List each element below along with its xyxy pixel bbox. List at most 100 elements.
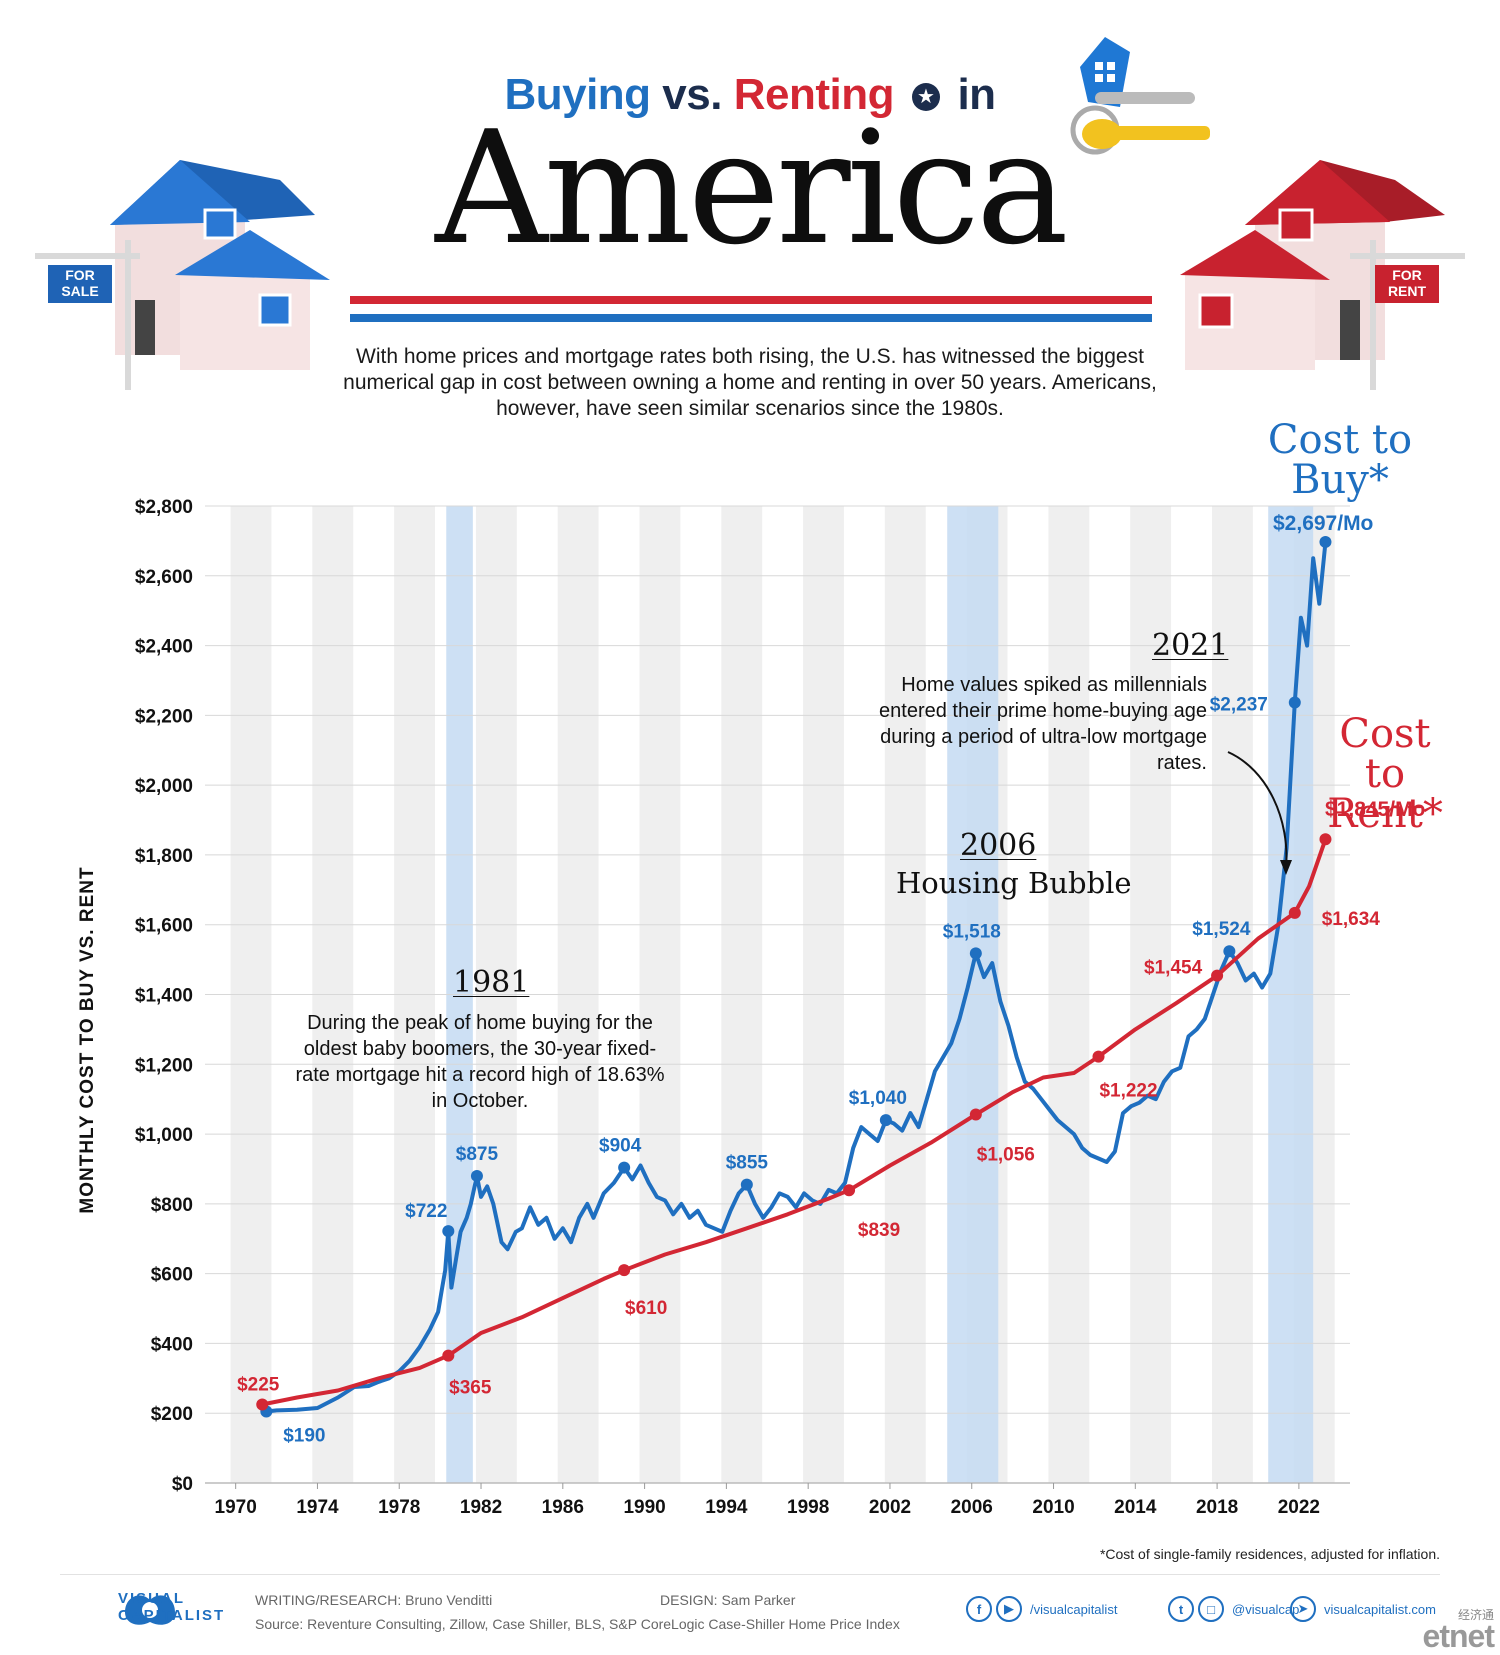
y-tick-label: $2,800 <box>135 497 193 518</box>
annotation-1981-text: During the peak of home buying for the o… <box>295 1012 665 1112</box>
data-point <box>969 947 982 960</box>
y-tick-label: $0 <box>172 1474 193 1495</box>
y-tick-label: $600 <box>151 1265 193 1286</box>
x-tick-label: 1994 <box>705 1497 748 1518</box>
social-twitter-instagram[interactable]: t □ @visualcap <box>1168 1595 1299 1623</box>
cursor-icon[interactable]: ➤ <box>1290 1596 1316 1622</box>
data-point <box>740 1178 753 1191</box>
data-label: $722 <box>405 1201 447 1222</box>
watermark-cn: 经济通 <box>1457 1608 1494 1622</box>
data-label: $1,056 <box>977 1145 1035 1166</box>
data-point <box>256 1398 269 1411</box>
data-point <box>470 1169 483 1182</box>
data-point <box>442 1225 455 1238</box>
data-label: $365 <box>449 1378 492 1399</box>
series-title-rent: Cost to Rent* <box>1327 711 1443 837</box>
website-text[interactable]: visualcapitalist.com <box>1324 1601 1436 1617</box>
footer-divider <box>60 1574 1440 1575</box>
y-tick-label: $400 <box>151 1334 193 1355</box>
data-point <box>1288 696 1301 709</box>
y-tick-label: $1,000 <box>135 1125 193 1146</box>
annotation-2006-text: Housing Bubble <box>896 866 1132 900</box>
title-america: America <box>435 97 1069 279</box>
series-title-buy: Cost to Buy* <box>1267 417 1413 503</box>
watermark-etnet: etnet <box>1422 1618 1495 1654</box>
intro-text: With home prices and mortgage rates both… <box>343 345 1157 420</box>
facebook-icon[interactable]: f <box>966 1596 992 1622</box>
logo-text: VISUAL CAPITALIST <box>118 1590 225 1624</box>
svg-text:SALE: SALE <box>61 283 98 299</box>
x-tick-label: 2010 <box>1032 1497 1074 1518</box>
annotation-2006-year: 2006 <box>960 828 1037 863</box>
twitter-icon[interactable]: t <box>1168 1596 1194 1622</box>
x-tick-label: 2014 <box>1114 1497 1157 1518</box>
data-label: $1,454 <box>1144 958 1203 979</box>
youtube-icon[interactable]: ▶ <box>996 1596 1022 1622</box>
x-tick-label: 2006 <box>951 1497 993 1518</box>
data-point <box>1092 1050 1105 1063</box>
visual-capitalist-logo-icon <box>125 1595 175 1625</box>
title-renting: Renting <box>733 70 895 119</box>
data-point <box>843 1184 856 1197</box>
x-tick-label: 2018 <box>1196 1497 1238 1518</box>
x-tick-label: 1974 <box>296 1497 339 1518</box>
y-tick-label: $2,400 <box>135 637 193 658</box>
instagram-icon[interactable]: □ <box>1198 1596 1224 1622</box>
x-tick-label: 1982 <box>460 1497 502 1518</box>
data-label: $225 <box>237 1374 280 1395</box>
logo-line-1: VISUAL <box>118 1590 186 1607</box>
data-label: $839 <box>858 1220 900 1241</box>
data-point <box>879 1114 892 1127</box>
series-end-label-rent: $1,845/Mo <box>1325 798 1426 821</box>
data-label: $855 <box>726 1153 769 1174</box>
line-chart: $0 $200 $400 $600 $800 $1,000 $1,200 $1,400 $1,6… <box>135 497 1381 1518</box>
x-tick-label: 1970 <box>215 1497 257 1518</box>
svg-text:RENT: RENT <box>1388 283 1427 299</box>
y-tick-label: $1,600 <box>135 916 193 937</box>
credit-design: DESIGN: Sam Parker <box>660 1592 796 1608</box>
svg-text:FOR: FOR <box>65 267 95 283</box>
x-tick-label: 2002 <box>869 1497 911 1518</box>
data-label: $190 <box>283 1425 325 1446</box>
website-link[interactable]: ➤ visualcapitalist.com <box>1290 1595 1436 1623</box>
data-label: $1,518 <box>943 921 1001 942</box>
title-in: in <box>957 70 996 119</box>
data-point <box>442 1349 455 1362</box>
house-for-sale-icon: FOR SALE <box>35 160 330 390</box>
annotation-2021-year: 2021 <box>1152 628 1229 663</box>
data-point <box>618 1161 631 1174</box>
social-facebook-youtube[interactable]: f ▶ /visualcapitalist <box>966 1595 1117 1623</box>
y-tick-label: $2,200 <box>135 706 193 727</box>
data-point <box>969 1108 982 1121</box>
title-buying: Buying <box>504 70 651 119</box>
y-tick-label: $1,800 <box>135 846 193 867</box>
data-label: $610 <box>625 1298 667 1319</box>
house-for-rent-icon: FOR RENT <box>1180 160 1465 390</box>
title-vs: vs. <box>662 70 722 119</box>
svg-text:FOR: FOR <box>1392 267 1422 283</box>
data-point <box>1223 945 1236 958</box>
x-tick-label: 1998 <box>787 1497 829 1518</box>
footnote: *Cost of single-family residences, adjus… <box>1099 1546 1440 1562</box>
social-handle-visualcapitalist[interactable]: /visualcapitalist <box>1030 1601 1118 1617</box>
data-label: $2,237 <box>1210 694 1268 715</box>
title-top-line: Buying vs. Renting ★ in <box>0 70 1500 120</box>
star-icon: ★ <box>911 83 940 111</box>
series-end-label-buy: $2,697/Mo <box>1273 512 1374 535</box>
credit-source: Source: Reventure Consulting, Zillow, Ca… <box>255 1616 900 1632</box>
y-tick-label: $2,000 <box>135 776 193 797</box>
logo-line-2: CAPITALIST <box>118 1607 226 1624</box>
data-label: $1,222 <box>1099 1081 1157 1102</box>
social-handle-visualcap[interactable]: @visualcap <box>1232 1601 1300 1617</box>
y-tick-label: $1,200 <box>135 1055 193 1076</box>
y-axis-title-text: MONTHLY COST TO BUY VS. RENT <box>77 866 98 1214</box>
y-tick-label: $2,600 <box>135 567 193 588</box>
annotation-2021-text: Home values spiked as millennials entere… <box>879 674 1207 774</box>
data-label: $1,634 <box>1322 909 1381 930</box>
y-tick-label: $800 <box>151 1195 193 1216</box>
x-tick-label: 1986 <box>542 1497 584 1518</box>
data-point <box>1288 906 1301 919</box>
y-tick-label: $1,400 <box>135 986 193 1007</box>
x-tick-label: 2022 <box>1278 1497 1320 1518</box>
data-label: $875 <box>456 1144 499 1165</box>
